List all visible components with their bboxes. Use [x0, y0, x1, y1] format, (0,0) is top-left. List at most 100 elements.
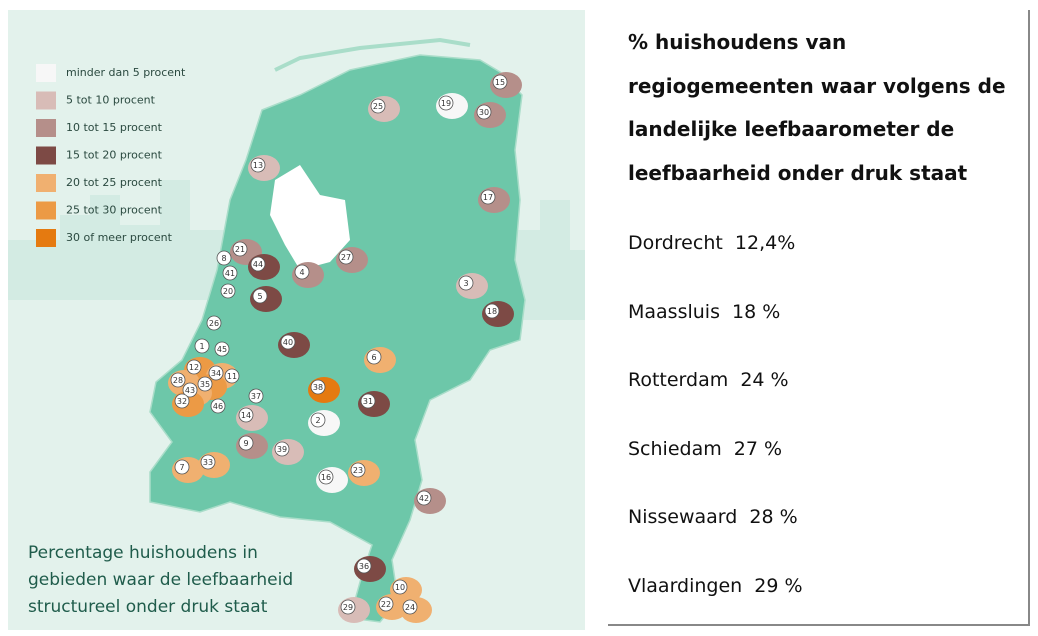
region-number: 11 — [227, 372, 237, 381]
region-number: 25 — [373, 102, 383, 111]
map-caption: gebieden waar de leefbaarheid — [28, 570, 293, 590]
ijsselmeer — [270, 165, 350, 270]
legend: minder dan 5 procent 5 tot 10 procent 10 t… — [36, 64, 186, 247]
region-number: 30 — [479, 108, 489, 117]
map: minder dan 5 procent 5 tot 10 procent 10 t… — [8, 10, 585, 630]
panel-item: Schiedam 27 % — [628, 437, 783, 460]
label-marker — [366, 349, 382, 365]
legend-swatch — [36, 229, 56, 247]
region-number: 5 — [257, 292, 262, 301]
label-marker — [476, 104, 492, 120]
label-marker — [340, 599, 356, 615]
label-marker — [206, 315, 222, 331]
legend-swatch — [36, 201, 56, 220]
region-number: 37 — [251, 392, 261, 401]
label-marker — [338, 249, 354, 265]
region-number: 31 — [363, 397, 373, 406]
region-number: 33 — [203, 458, 213, 467]
label-marker — [274, 441, 290, 457]
region-number: 26 — [209, 319, 219, 328]
region-number: 10 — [395, 583, 405, 592]
region-number: 43 — [185, 386, 195, 395]
legend-swatch — [36, 146, 56, 165]
panel-item: Vlaardingen 29 % — [628, 574, 803, 597]
region-number: 14 — [241, 411, 251, 420]
wadden-islands — [274, 37, 471, 72]
label-marker — [378, 596, 394, 612]
region-number: 21 — [235, 245, 245, 254]
panel-item: Rotterdam 24 % — [628, 369, 789, 391]
label-marker — [216, 250, 232, 266]
label-marker — [350, 462, 366, 478]
panel-item: Dordrecht 12,4% — [628, 232, 796, 254]
label-marker — [438, 95, 454, 111]
label-marker — [208, 365, 224, 381]
panel-item: Maassluis 18 % — [628, 300, 781, 323]
region-number: 13 — [253, 161, 263, 170]
label-marker — [370, 98, 386, 114]
label-marker — [458, 275, 474, 291]
label-marker — [294, 264, 310, 280]
region-number: 29 — [343, 603, 353, 612]
label-marker — [484, 303, 500, 319]
region-number: 40 — [283, 338, 293, 347]
region-number: 28 — [173, 376, 183, 385]
label-marker — [214, 341, 230, 357]
region-number: 16 — [321, 473, 331, 482]
label-marker — [238, 407, 254, 423]
region-number: 9 — [243, 439, 248, 448]
region-number: 42 — [419, 494, 429, 503]
region-number: 41 — [225, 269, 235, 278]
region-number: 7 — [179, 463, 184, 472]
label-marker — [170, 372, 186, 388]
region-number: 4 — [299, 268, 304, 277]
legend-label: 5 tot 10 procent — [66, 94, 156, 107]
label-marker — [197, 376, 213, 392]
label-marker — [392, 579, 408, 595]
label-marker — [310, 412, 326, 428]
map-caption: Percentage huishoudens in — [28, 543, 258, 563]
region-number: 19 — [441, 99, 451, 108]
panel-title: landelijke leefbaarometer de — [628, 117, 955, 141]
label-marker — [186, 359, 202, 375]
legend-label: 25 tot 30 procent — [66, 204, 163, 217]
region-number: 8 — [221, 254, 226, 263]
panel-title: regiogemeenten waar volgens de — [628, 73, 1006, 98]
legend-swatch — [36, 64, 56, 82]
legend-label: 15 tot 20 procent — [66, 149, 163, 162]
region-number: 27 — [341, 253, 351, 262]
label-marker — [492, 74, 508, 90]
region-number: 3 — [463, 279, 468, 288]
label-marker — [360, 393, 376, 409]
country-shape — [149, 54, 526, 623]
region-number: 45 — [217, 345, 227, 354]
region-number: 32 — [177, 397, 187, 406]
region-number: 39 — [277, 445, 287, 454]
region-number: 18 — [487, 307, 497, 316]
region-number: 22 — [381, 600, 391, 609]
label-marker — [250, 256, 266, 272]
label-marker — [220, 283, 236, 299]
label-marker — [280, 334, 296, 350]
label-marker — [194, 338, 210, 354]
legend-swatch — [36, 119, 56, 137]
label-marker — [238, 435, 254, 451]
region-number: 24 — [405, 603, 415, 612]
label-marker — [402, 599, 418, 615]
region-number: 20 — [223, 287, 233, 296]
label-marker — [250, 157, 266, 173]
label-marker — [252, 288, 268, 304]
label-marker — [356, 558, 372, 574]
map-caption: structureel onder druk staat — [28, 597, 268, 617]
region-number: 38 — [313, 383, 323, 392]
label-marker — [174, 459, 190, 475]
legend-swatch — [36, 174, 56, 192]
region-number: 6 — [371, 353, 376, 362]
panel-title: % huishoudens van — [628, 30, 847, 54]
region-number: 17 — [483, 193, 493, 202]
label-marker — [416, 490, 432, 506]
label-marker — [318, 469, 334, 485]
legend-label: 30 of meer procent — [66, 231, 173, 244]
region-number: 12 — [189, 363, 199, 372]
